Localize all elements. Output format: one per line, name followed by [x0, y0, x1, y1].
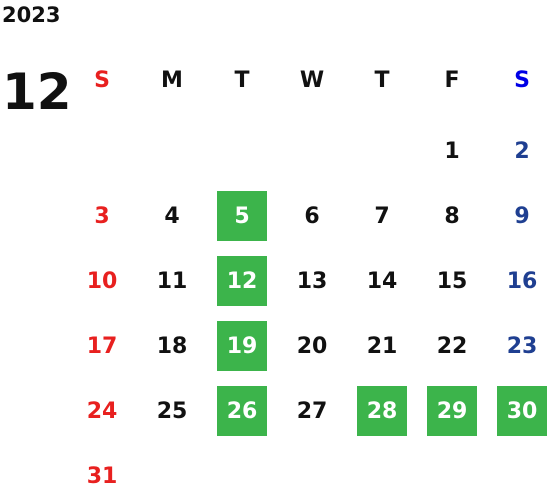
year: 2023: [2, 3, 61, 27]
day: 17: [86, 333, 118, 359]
day: 15: [436, 268, 468, 294]
weekday-header: S: [94, 67, 110, 93]
day: 3: [94, 203, 110, 229]
day: 6: [304, 203, 320, 229]
weekday-header: F: [444, 67, 460, 93]
day: 16: [506, 268, 538, 294]
day: 11: [156, 268, 188, 294]
weekday-header: T: [374, 67, 390, 93]
day: 21: [366, 333, 398, 359]
highlighted-day: 29: [427, 386, 477, 436]
day: 9: [514, 203, 530, 229]
day: 22: [436, 333, 468, 359]
weekday-header: M: [161, 67, 183, 93]
highlighted-day: 19: [217, 321, 267, 371]
day: 24: [86, 398, 118, 424]
month: 12: [2, 63, 72, 121]
day: 31: [86, 463, 118, 489]
highlighted-day: 12: [217, 256, 267, 306]
day: 7: [374, 203, 390, 229]
weekday-header: T: [234, 67, 250, 93]
highlighted-day: 30: [497, 386, 547, 436]
day: 25: [156, 398, 188, 424]
day: 23: [506, 333, 538, 359]
day: 1: [444, 138, 460, 164]
day: 4: [164, 203, 180, 229]
day: 18: [156, 333, 188, 359]
day: 10: [86, 268, 118, 294]
day: 20: [296, 333, 328, 359]
weekday-header: S: [514, 67, 530, 93]
day: 14: [366, 268, 398, 294]
highlighted-day: 26: [217, 386, 267, 436]
day: 13: [296, 268, 328, 294]
weekday-header: W: [299, 67, 325, 93]
day: 8: [444, 203, 460, 229]
highlighted-day: 5: [217, 191, 267, 241]
day: 2: [514, 138, 530, 164]
day: 27: [296, 398, 328, 424]
highlighted-day: 28: [357, 386, 407, 436]
